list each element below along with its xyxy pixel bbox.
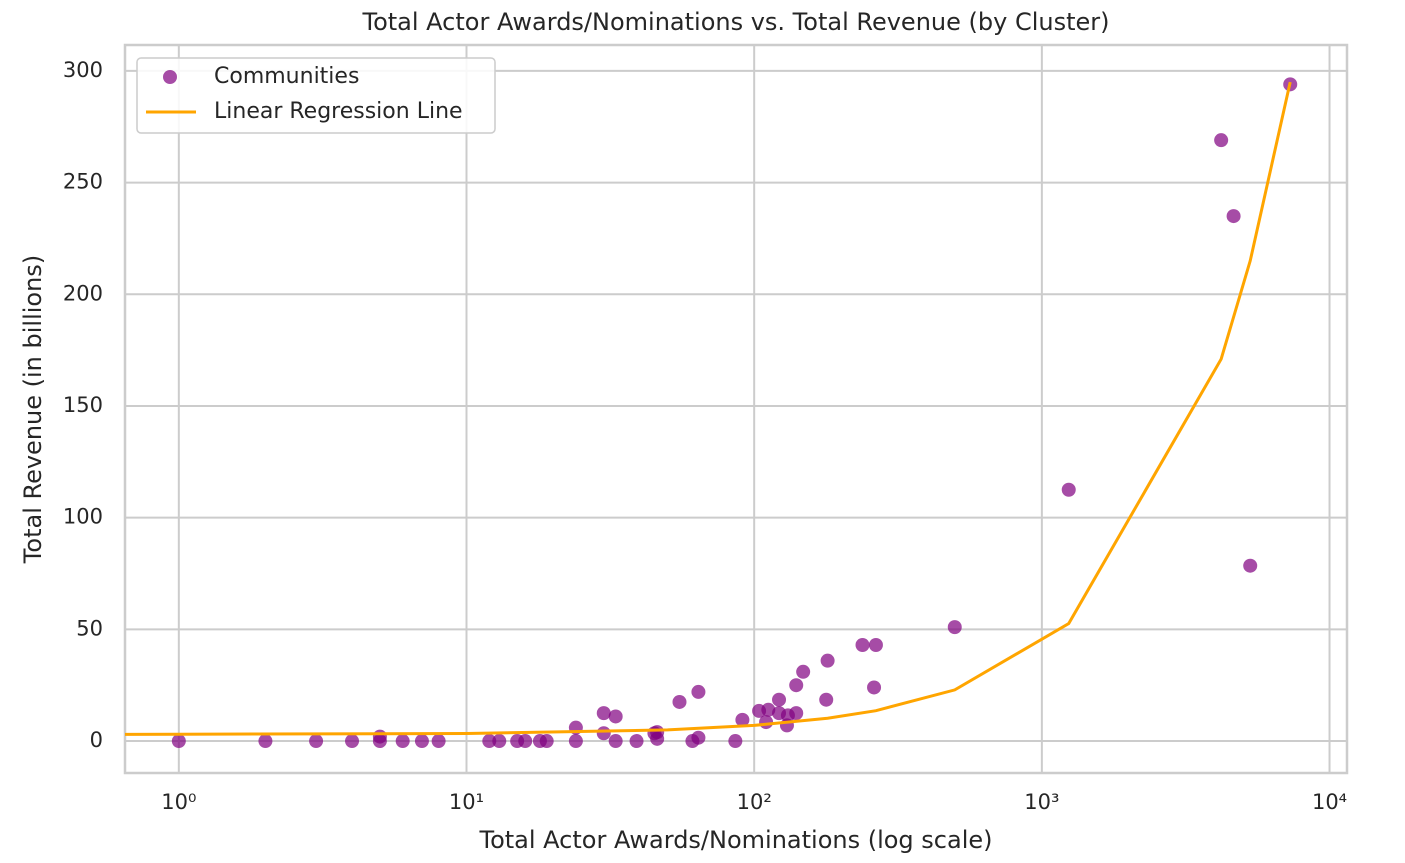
y-tick-label: 50 xyxy=(76,616,103,640)
scatter-point xyxy=(691,684,706,699)
scatter-point xyxy=(650,725,665,740)
scatter-point xyxy=(1226,209,1241,224)
scatter-point xyxy=(596,706,611,721)
scatter-point xyxy=(539,734,554,749)
legend-label: Communities xyxy=(214,64,359,89)
x-tick-label: 10³ xyxy=(1024,790,1059,814)
scatter-point xyxy=(789,706,804,721)
scatter-point xyxy=(672,694,687,709)
scatter-point xyxy=(482,734,497,749)
scatter-point xyxy=(819,692,834,707)
scatter-point xyxy=(596,726,611,741)
scatter-point xyxy=(867,680,882,695)
scatter-point xyxy=(789,678,804,693)
scatter-point xyxy=(171,734,186,749)
x-tick-label: 10² xyxy=(737,790,772,814)
scatter-point xyxy=(431,734,446,749)
scatter-point xyxy=(372,729,387,744)
legend-box xyxy=(136,57,496,134)
x-tick-label: 10¹ xyxy=(449,790,484,814)
scatter-point xyxy=(772,692,787,707)
scatter-point xyxy=(1214,133,1229,148)
scatter-point xyxy=(309,734,324,749)
scatter-point xyxy=(691,730,706,745)
scatter-point xyxy=(258,734,273,749)
scatter-point xyxy=(855,638,870,653)
legend-label: Linear Regression Line xyxy=(214,99,463,124)
scatter-point xyxy=(608,734,623,749)
scatter-point xyxy=(568,734,583,749)
x-axis-label: Total Actor Awards/Nominations (log scal… xyxy=(479,826,993,854)
scatter-point xyxy=(1243,558,1258,573)
scatter-point xyxy=(947,620,962,635)
chart-title: Total Actor Awards/Nominations vs. Total… xyxy=(362,8,1110,36)
scatter-point xyxy=(761,702,776,717)
y-tick-label: 0 xyxy=(90,728,103,752)
scatter-point xyxy=(1061,482,1076,497)
y-tick-label: 300 xyxy=(63,58,103,82)
scatter-point xyxy=(395,734,410,749)
scatter-point xyxy=(608,709,623,724)
scatter-point xyxy=(414,734,429,749)
scatter-point xyxy=(759,715,774,730)
scatter-point xyxy=(518,734,533,749)
scatter-point xyxy=(820,653,835,668)
x-tick-label: 10⁴ xyxy=(1312,790,1347,814)
y-tick-label: 100 xyxy=(63,505,103,529)
scatter-point xyxy=(735,712,750,727)
legend-marker xyxy=(163,70,177,84)
scatter-point xyxy=(796,664,811,679)
scatter-point xyxy=(629,734,644,749)
scatter-point xyxy=(868,638,883,653)
regression-line xyxy=(125,81,1292,736)
y-axis-label: Total Revenue (in billions) xyxy=(19,255,47,564)
scatter-point xyxy=(728,734,743,749)
y-tick-label: 150 xyxy=(63,393,103,417)
scatter-point xyxy=(492,734,507,749)
scatter-point xyxy=(345,734,360,749)
y-tick-label: 200 xyxy=(63,281,103,305)
plot-frame xyxy=(123,43,1349,775)
y-tick-label: 250 xyxy=(63,170,103,194)
x-tick-label: 10⁰ xyxy=(161,790,196,814)
